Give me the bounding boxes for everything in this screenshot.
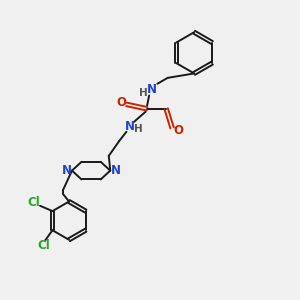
Text: N: N [146, 83, 157, 96]
Text: O: O [173, 124, 183, 137]
Text: O: O [116, 96, 126, 109]
Text: Cl: Cl [37, 239, 50, 252]
Text: H: H [134, 124, 142, 134]
Text: N: N [124, 120, 134, 133]
Text: N: N [62, 164, 72, 177]
Text: H: H [139, 88, 148, 98]
Text: Cl: Cl [27, 196, 40, 209]
Text: N: N [110, 164, 121, 177]
